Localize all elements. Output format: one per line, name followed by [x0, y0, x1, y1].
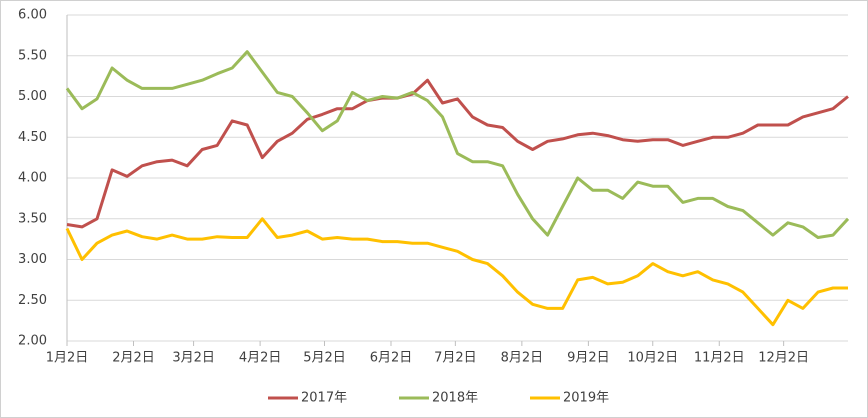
y-tick-label: 5.00 [18, 89, 47, 104]
x-tick-label: 5月2日 [303, 351, 346, 366]
x-tick-label: 10月2日 [627, 351, 678, 366]
x-tick-label: 1月2日 [46, 351, 89, 366]
y-tick-label: 2.50 [18, 293, 47, 308]
y-tick-label: 2.00 [18, 334, 47, 349]
series-line [65, 217, 848, 327]
x-tick-label: 6月2日 [370, 351, 413, 366]
x-tick-label: 4月2日 [239, 351, 282, 366]
y-tick-label: 4.50 [18, 130, 47, 145]
x-tick-label: 3月2日 [172, 351, 215, 366]
y-tick-label: 3.00 [18, 252, 47, 267]
y-tick-label: 3.50 [18, 211, 47, 226]
x-tick-label: 8月2日 [501, 351, 544, 366]
series-line [66, 78, 849, 229]
x-tick-label: 2月2日 [112, 351, 155, 366]
x-tick-label: 9月2日 [567, 351, 610, 366]
legend-label: 2019年 [563, 391, 609, 406]
x-tick-label: 12月2日 [758, 351, 809, 366]
legend-label: 2018年 [432, 391, 478, 406]
y-tick-label: 4.00 [18, 171, 47, 186]
y-tick-label: 6.00 [18, 8, 47, 23]
legend-label: 2017年 [301, 391, 347, 406]
x-tick-label: 7月2日 [434, 351, 477, 366]
series-line [65, 50, 850, 239]
y-tick-label: 5.50 [18, 48, 47, 63]
x-tick-label: 11月2日 [694, 351, 745, 366]
